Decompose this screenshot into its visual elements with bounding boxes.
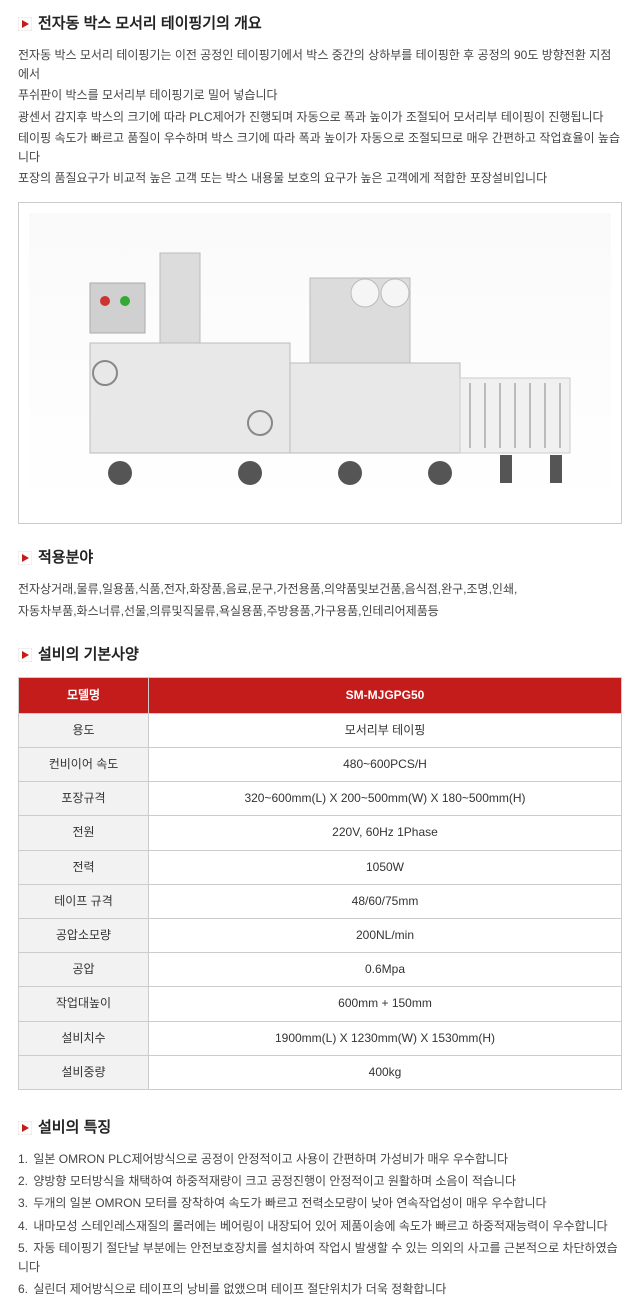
spec-row-label: 공압	[19, 953, 149, 987]
table-row: 테이프 규격48/60/75mm	[19, 884, 622, 918]
spec-row-label: 전력	[19, 850, 149, 884]
spec-row-label: 컨비이어 속도	[19, 748, 149, 782]
overview-text: 전자동 박스 모서리 테이핑기는 이전 공정인 테이핑기에서 박스 중간의 상하…	[18, 46, 622, 188]
spec-row-label: 설비중량	[19, 1055, 149, 1089]
feature-number: 1.	[18, 1152, 28, 1166]
overview-line: 푸쉬판이 박스를 모서리부 테이핑기로 밀어 넣습니다	[18, 86, 622, 105]
table-row: 전원220V, 60Hz 1Phase	[19, 816, 622, 850]
feature-text: 양방향 모터방식을 채택하여 하중적재량이 크고 공정진행이 안정적이고 원활하…	[30, 1174, 516, 1188]
feature-item: 2. 양방향 모터방식을 채택하여 하중적재량이 크고 공정진행이 안정적이고 …	[18, 1172, 622, 1191]
feature-number: 6.	[18, 1282, 28, 1296]
application-title: 적용분야	[38, 546, 93, 570]
feature-text: 내마모성 스테인레스재질의 롤러에는 베어링이 내장되어 있어 제품이송에 속도…	[30, 1219, 608, 1233]
spec-row-value: 1050W	[149, 850, 622, 884]
table-row: 설비치수1900mm(L) X 1230mm(W) X 1530mm(H)	[19, 1021, 622, 1055]
feature-item: 5. 자동 테이핑기 절단날 부분에는 안전보호장치를 설치하여 작업시 발생할…	[18, 1239, 622, 1277]
spec-row-value: 220V, 60Hz 1Phase	[149, 816, 622, 850]
spec-table: 모델명 SM-MJGPG50 용도모서리부 테이핑컨비이어 속도480~600P…	[18, 677, 622, 1090]
overview-title: 전자동 박스 모서리 테이핑기의 개요	[38, 12, 262, 36]
table-row: 공압0.6Mpa	[19, 953, 622, 987]
table-row: 작업대높이600mm + 150mm	[19, 987, 622, 1021]
table-row: 전력1050W	[19, 850, 622, 884]
table-row: 용도모서리부 테이핑	[19, 713, 622, 747]
product-image	[29, 213, 611, 513]
application-text: 전자상거래,물류,일용품,식품,전자,화장품,음료,문구,가전용품,의약품및보건…	[18, 580, 622, 620]
arrow-icon	[18, 551, 32, 565]
spec-row-label: 전원	[19, 816, 149, 850]
feature-number: 4.	[18, 1219, 28, 1233]
product-image-frame	[18, 202, 622, 524]
spec-row-label: 용도	[19, 713, 149, 747]
overview-line: 전자동 박스 모서리 테이핑기는 이전 공정인 테이핑기에서 박스 중간의 상하…	[18, 46, 622, 84]
table-row: 컨비이어 속도480~600PCS/H	[19, 748, 622, 782]
spec-row-value: 320~600mm(L) X 200~500mm(W) X 180~500mm(…	[149, 782, 622, 816]
feature-number: 5.	[18, 1241, 28, 1255]
features-title: 설비의 특징	[38, 1116, 111, 1140]
spec-title-wrap: 설비의 기본사양	[18, 643, 622, 667]
arrow-icon	[18, 1121, 32, 1135]
overview-line: 광센서 감지후 박스의 크기에 따라 PLC제어가 진행되며 자동으로 폭과 높…	[18, 108, 622, 127]
feature-text: 일본 OMRON PLC제어방식으로 공정이 안정적이고 사용이 간편하며 가성…	[30, 1152, 508, 1166]
application-line: 전자상거래,물류,일용품,식품,전자,화장품,음료,문구,가전용품,의약품및보건…	[18, 580, 622, 599]
feature-text: 두개의 일본 OMRON 모터를 장착하여 속도가 빠르고 전력소모량이 낮아 …	[30, 1196, 547, 1210]
spec-row-value: 600mm + 150mm	[149, 987, 622, 1021]
spec-row-label: 공압소모량	[19, 919, 149, 953]
table-row: 설비중량400kg	[19, 1055, 622, 1089]
spec-row-label: 포장규격	[19, 782, 149, 816]
arrow-icon	[18, 648, 32, 662]
feature-item: 6. 실린더 제어방식으로 테이프의 낭비를 없앴으며 테이프 절단위치가 더욱…	[18, 1280, 622, 1299]
spec-header-model: SM-MJGPG50	[149, 677, 622, 713]
feature-item: 1. 일본 OMRON PLC제어방식으로 공정이 안정적이고 사용이 간편하며…	[18, 1150, 622, 1169]
feature-number: 3.	[18, 1196, 28, 1210]
overview-title-wrap: 전자동 박스 모서리 테이핑기의 개요	[18, 12, 622, 36]
spec-row-value: 0.6Mpa	[149, 953, 622, 987]
spec-row-value: 480~600PCS/H	[149, 748, 622, 782]
features-list: 1. 일본 OMRON PLC제어방식으로 공정이 안정적이고 사용이 간편하며…	[18, 1150, 622, 1299]
spec-title: 설비의 기본사양	[38, 643, 139, 667]
table-row: 공압소모량200NL/min	[19, 919, 622, 953]
spec-row-value: 200NL/min	[149, 919, 622, 953]
feature-number: 2.	[18, 1174, 28, 1188]
application-line: 자동차부품,화스너류,선물,의류및직물류,욕실용품,주방용품,가구용품,인테리어…	[18, 602, 622, 621]
overview-line: 포장의 품질요구가 비교적 높은 고객 또는 박스 내용물 보호의 요구가 높은…	[18, 169, 622, 188]
features-title-wrap: 설비의 특징	[18, 1116, 622, 1140]
spec-row-value: 400kg	[149, 1055, 622, 1089]
feature-item: 4. 내마모성 스테인레스재질의 롤러에는 베어링이 내장되어 있어 제품이송에…	[18, 1217, 622, 1236]
spec-header-label: 모델명	[19, 677, 149, 713]
spec-row-value: 1900mm(L) X 1230mm(W) X 1530mm(H)	[149, 1021, 622, 1055]
spec-row-value: 48/60/75mm	[149, 884, 622, 918]
feature-text: 실린더 제어방식으로 테이프의 낭비를 없앴으며 테이프 절단위치가 더욱 정확…	[30, 1282, 446, 1296]
spec-row-value: 모서리부 테이핑	[149, 713, 622, 747]
table-row: 포장규격320~600mm(L) X 200~500mm(W) X 180~50…	[19, 782, 622, 816]
arrow-icon	[18, 17, 32, 31]
application-title-wrap: 적용분야	[18, 546, 622, 570]
overview-line: 테이핑 속도가 빠르고 품질이 우수하며 박스 크기에 따라 폭과 높이가 자동…	[18, 129, 622, 167]
spec-row-label: 설비치수	[19, 1021, 149, 1055]
feature-item: 3. 두개의 일본 OMRON 모터를 장착하여 속도가 빠르고 전력소모량이 …	[18, 1194, 622, 1213]
spec-row-label: 테이프 규격	[19, 884, 149, 918]
spec-row-label: 작업대높이	[19, 987, 149, 1021]
feature-text: 자동 테이핑기 절단날 부분에는 안전보호장치를 설치하여 작업시 발생할 수 …	[18, 1241, 618, 1274]
